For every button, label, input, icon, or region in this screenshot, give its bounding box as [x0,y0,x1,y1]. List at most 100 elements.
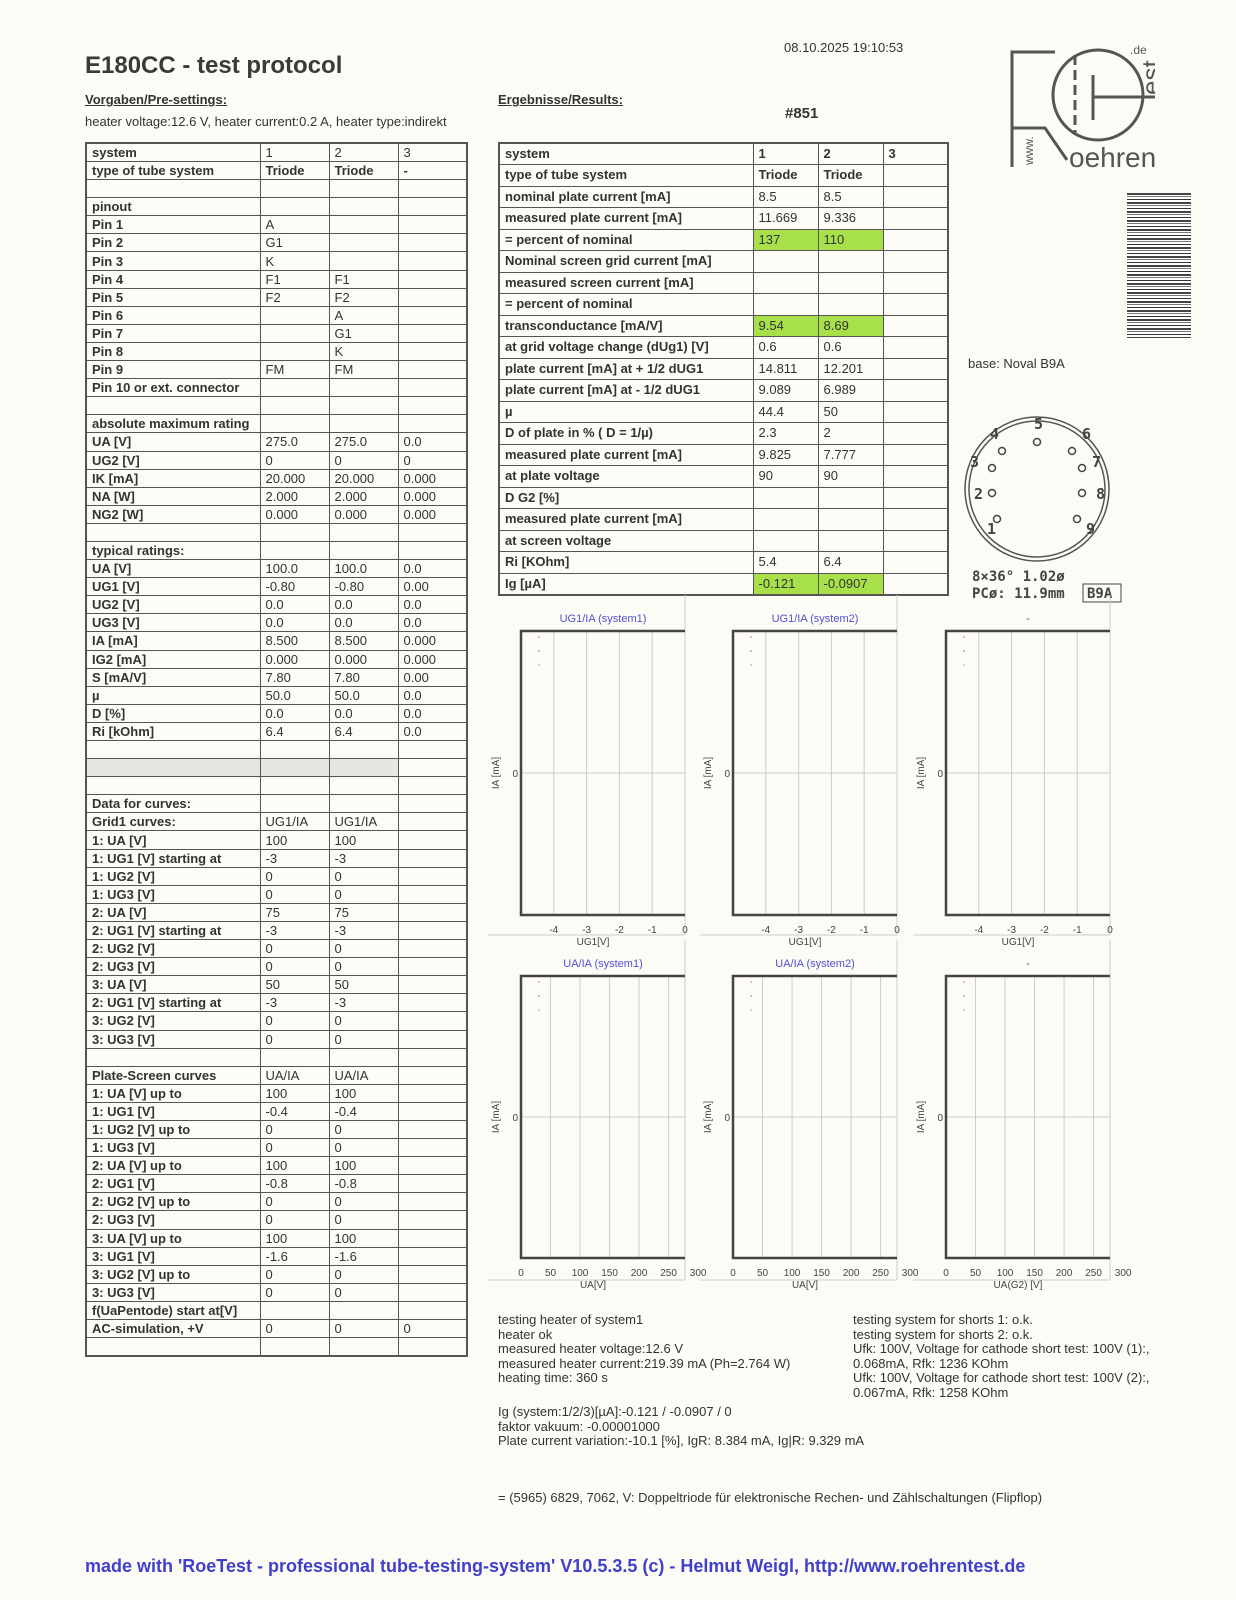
x-tick-label: 150 [813,1268,830,1279]
legend-dot [538,650,540,652]
cell-system-1 [259,179,330,199]
cell-system-1: 90 [752,465,819,488]
x-axis-label: UA[V] [580,1280,606,1291]
svg-text:oehren: oehren [1069,142,1155,170]
table-row [85,1047,468,1067]
row-label: Pin 1 [85,215,261,235]
legend-dot [963,981,965,983]
cell-system-1: F2 [259,287,330,307]
cell-system-1 [752,293,819,316]
base-spec-2: PCø: 11.9mm [972,586,1065,602]
x-tick-label: -2 [615,925,624,936]
table-row: Pin 10 or ext. connector [85,378,468,398]
cell-system-1: 100 [259,1228,330,1248]
pin-number: 6 [1082,425,1091,443]
cell-system-1: 9.089 [752,379,819,402]
cell-system-2: 0.0 [328,613,399,633]
cell-system-3: 0.000 [397,631,468,651]
shorts-test-notes: testing system for shorts 1: o.k. testin… [853,1312,1150,1400]
cell-system-3: 0.0 [397,432,468,452]
row-label: 1: UG2 [V] [85,866,261,886]
cell-system-1: 0 [259,1029,330,1049]
y-tick-label: 0 [724,769,730,780]
cell-system-2: 2 [328,142,399,162]
grid-current-notes: Ig (system:1/2/3)[µA]:-0.121 / -0.0907 /… [498,1404,865,1448]
cell-system-3 [397,323,468,343]
cell-system-1: 100 [259,1156,330,1176]
cell-system-2 [817,271,884,294]
y-tick-label: 0 [724,1113,730,1124]
x-tick-label: 50 [545,1268,557,1279]
chart-title: UA/IA (system2) [775,958,854,970]
cell-system-2: 0 [328,884,399,904]
table-row: IG2 [mA] 0.000 0.000 0.000 [85,649,468,669]
row-label: 3: UG3 [V] [85,1282,261,1302]
row-label: D of plate in % ( D = 1/µ) [498,422,754,445]
footer-credit: made with 'RoeTest - professional tube-t… [85,1556,1026,1576]
cell-system-3: 0 [397,450,468,470]
pin-hole [987,463,997,473]
cell-system-3 [397,287,468,307]
row-label: UA [V] [85,432,261,452]
cell-system-2 [817,293,884,316]
table-row: Nominal screen grid current [mA] [498,250,949,273]
table-row [85,179,468,199]
cell-system-2: 100 [328,1228,399,1248]
table-row: 2: UG2 [V] up to 0 0 [85,1192,468,1212]
svg-text:est: est [1136,60,1155,95]
cell-system-1 [752,250,819,273]
table-row: 1: UG1 [V] -0.4 -0.4 [85,1101,468,1121]
chart-title: UG1/IA (system1) [560,613,647,625]
cell-system-2: 8.5 [817,185,884,208]
table-row: µ 44.4 50 [498,400,949,423]
cell-system-2: 50 [817,400,884,423]
row-label: IG2 [mA] [85,649,261,669]
cell-system-1: 0 [259,1282,330,1302]
table-row [85,758,468,778]
x-tick-label: 50 [970,1268,982,1279]
cell-system-3: 0.0 [397,721,468,742]
table-row [85,739,468,760]
plot-frame [944,629,1110,917]
row-label: absolute maximum rating [85,414,261,434]
table-row: 2: UG2 [V] 0 0 [85,939,468,959]
legend-dot [538,636,540,638]
cell-system-2: 0.000 [328,649,399,669]
cell-system-3 [397,920,468,941]
cell-system-1: 0 [259,1318,330,1339]
cell-system-3 [882,572,949,595]
x-tick-label: 100 [997,1268,1014,1279]
cell-system-1: 0 [259,866,330,886]
barcode [1127,193,1191,338]
cell-system-2: -3 [328,920,399,941]
y-axis-label: IA [mA] [916,757,927,789]
row-label: AC-simulation, +V [85,1318,261,1339]
legend-dot [963,664,965,666]
cell-system-1 [259,197,330,217]
cell-system-2 [328,758,399,778]
cell-system-2: 50.0 [328,685,399,705]
cell-system-2 [328,414,399,434]
pin-number: 4 [990,425,999,443]
chart-title: - [1026,958,1030,970]
cell-system-3 [397,1337,468,1357]
table-row: 1: UG3 [V] 0 0 [85,1138,468,1158]
cell-system-1: -3 [259,993,330,1013]
cell-system-3 [882,379,949,402]
cell-system-2: 0 [328,957,399,977]
cell-system-2 [328,215,399,235]
x-tick-label: 250 [1085,1268,1102,1279]
row-label: D G2 [%] [498,486,754,509]
cell-system-2: 0 [328,939,399,959]
x-tick-label: 0 [894,925,900,936]
cell-system-3 [397,758,468,778]
cell-system-2: 0 [328,1138,399,1158]
cell-system-1: -3 [259,848,330,868]
pin-hole [987,488,997,498]
cell-system-2: 0 [328,1210,399,1230]
cell-system-1: 7.80 [259,667,330,687]
x-tick-label: 0 [1107,925,1113,936]
cell-system-2: 0.6 [817,336,884,359]
row-label: Pin 9 [85,360,261,380]
row-label [85,522,261,542]
